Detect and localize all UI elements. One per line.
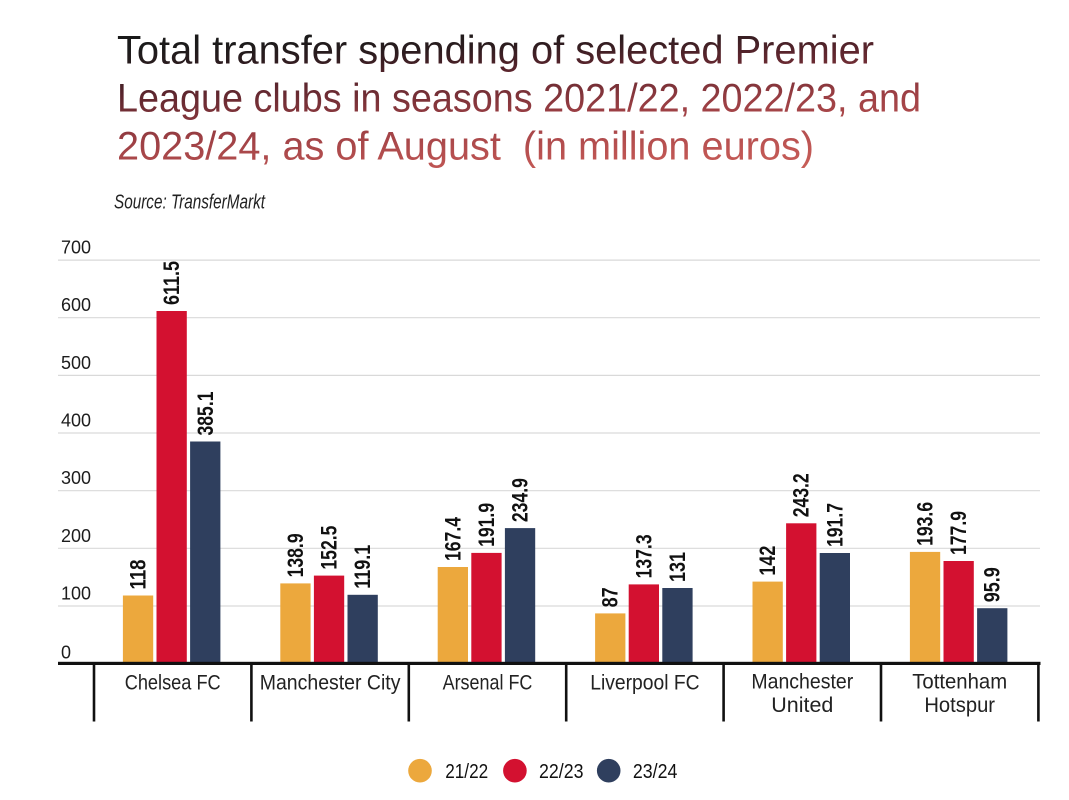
svg-text:Source: TransferMarkt: Source: TransferMarkt bbox=[114, 191, 266, 213]
svg-text:193.6: 193.6 bbox=[913, 502, 938, 546]
svg-text:138.9: 138.9 bbox=[283, 533, 308, 577]
svg-text:234.9: 234.9 bbox=[508, 478, 533, 522]
svg-text:21/22: 21/22 bbox=[445, 761, 488, 783]
svg-text:142: 142 bbox=[755, 546, 780, 576]
svg-text:300: 300 bbox=[61, 468, 91, 488]
svg-text:2023/24, as of August (in mil: 2023/24, as of August (in million euros) bbox=[117, 125, 814, 169]
svg-text:Tottenham: Tottenham bbox=[912, 670, 1007, 694]
svg-text:385.1: 385.1 bbox=[193, 392, 218, 436]
svg-text:Liverpool FC: Liverpool FC bbox=[590, 671, 699, 695]
svg-text:87: 87 bbox=[598, 587, 623, 607]
svg-text:23/24: 23/24 bbox=[633, 761, 678, 783]
svg-text:95.9: 95.9 bbox=[980, 567, 1005, 602]
svg-text:191.9: 191.9 bbox=[474, 503, 499, 547]
svg-text:131: 131 bbox=[665, 552, 690, 582]
svg-text:Hotspur: Hotspur bbox=[924, 693, 995, 717]
svg-text:700: 700 bbox=[61, 238, 91, 258]
svg-text:191.7: 191.7 bbox=[822, 503, 847, 547]
svg-text:200: 200 bbox=[61, 526, 91, 546]
svg-text:22/23: 22/23 bbox=[539, 761, 584, 783]
svg-text:United: United bbox=[771, 693, 833, 717]
svg-text:Chelsea FC: Chelsea FC bbox=[125, 671, 221, 695]
svg-text:611.5: 611.5 bbox=[159, 261, 184, 305]
svg-text:Arsenal FC: Arsenal FC bbox=[443, 671, 533, 695]
svg-text:Manchester City: Manchester City bbox=[260, 671, 401, 695]
svg-text:Total transfer spending of sel: Total transfer spending of selected Prem… bbox=[117, 29, 874, 73]
svg-text:152.5: 152.5 bbox=[317, 526, 342, 570]
svg-text:177.9: 177.9 bbox=[946, 511, 971, 555]
svg-text:243.2: 243.2 bbox=[789, 473, 814, 517]
svg-text:600: 600 bbox=[61, 295, 91, 315]
svg-text:167.4: 167.4 bbox=[440, 516, 465, 561]
svg-text:100: 100 bbox=[61, 584, 91, 604]
svg-text:119.1: 119.1 bbox=[350, 545, 375, 589]
svg-text:League clubs in seasons 2021/2: League clubs in seasons 2021/22, 2022/23… bbox=[117, 77, 921, 121]
svg-text:500: 500 bbox=[61, 353, 91, 373]
svg-text:137.3: 137.3 bbox=[631, 534, 656, 578]
svg-text:400: 400 bbox=[61, 411, 91, 431]
svg-text:118: 118 bbox=[126, 560, 151, 590]
svg-text:Manchester: Manchester bbox=[751, 670, 853, 694]
svg-text:0: 0 bbox=[61, 643, 71, 663]
